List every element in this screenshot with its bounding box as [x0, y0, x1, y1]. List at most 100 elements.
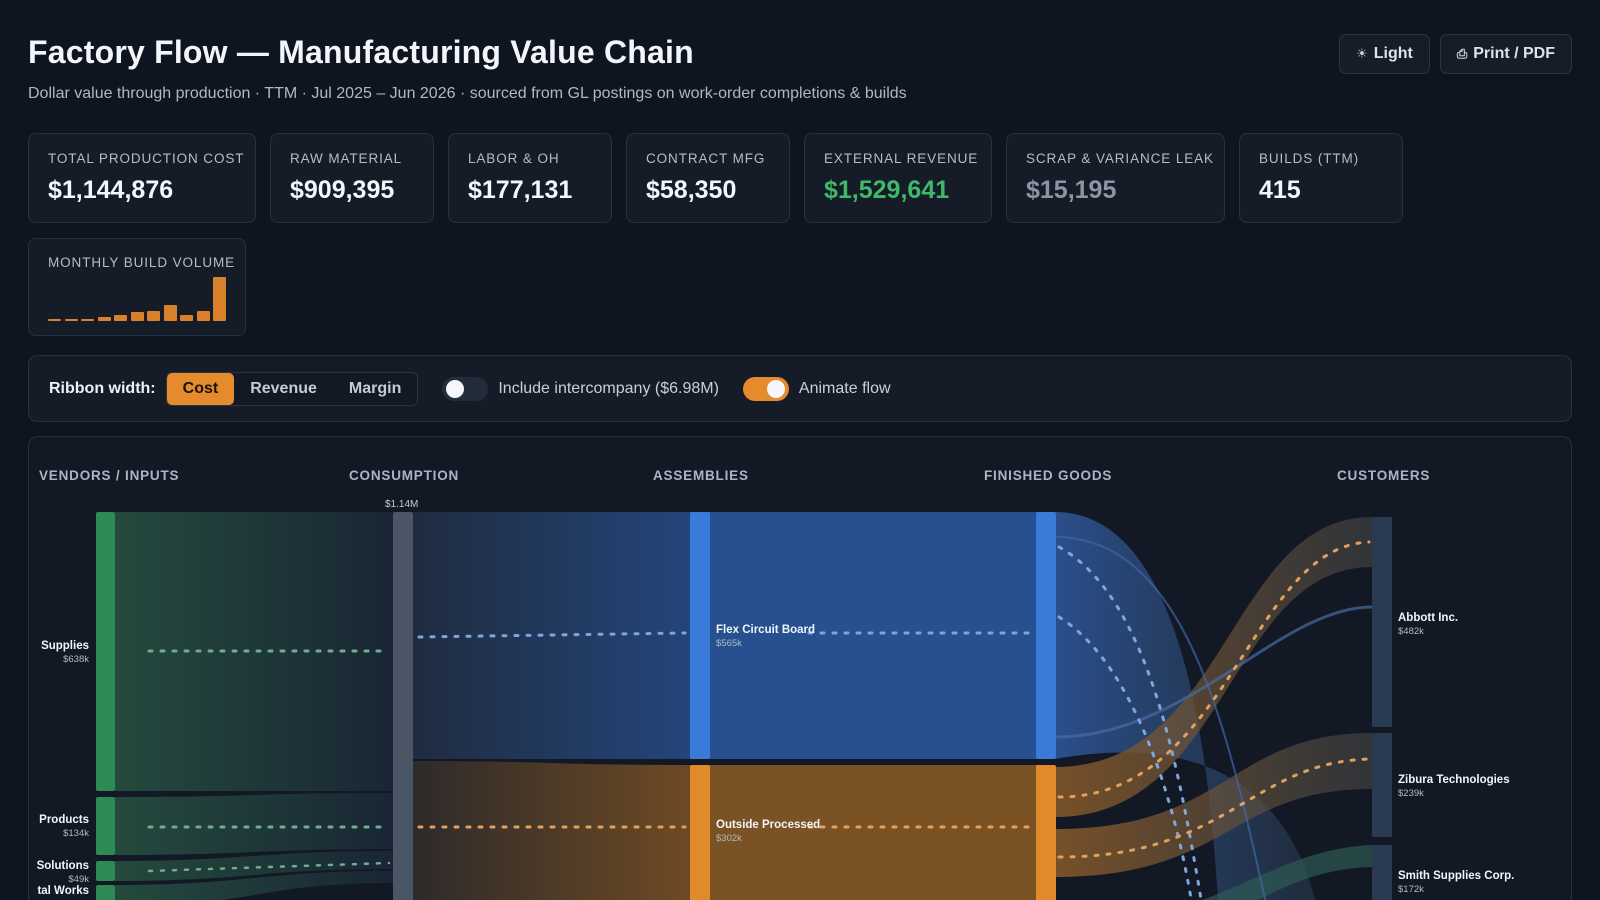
- sankey-diagram: VENDORS / INPUTS CONSUMPTION ASSEMBLIES …: [37, 468, 1514, 900]
- header-actions: ☀ Light ⎙ Print / PDF: [1339, 34, 1572, 74]
- sankey-panel: VENDORS / INPUTS CONSUMPTION ASSEMBLIES …: [28, 436, 1572, 900]
- sun-icon: ☀: [1356, 46, 1368, 61]
- ribbon-flex-circuit-to-fg[interactable]: [709, 512, 1037, 759]
- node-zibura[interactable]: [1372, 733, 1392, 837]
- page-title: Factory Flow — Manufacturing Value Chain: [28, 34, 694, 70]
- kpi-label: Scrap & Variance Leak: [1026, 151, 1214, 166]
- segment-revenue[interactable]: Revenue: [250, 379, 317, 397]
- ribbon-metal-works[interactable]: [115, 871, 393, 900]
- kpi-external-revenue: External Revenue $1,529,641: [804, 133, 992, 223]
- kpi-row: Total Production Cost $1,144,876 Raw Mat…: [28, 133, 1403, 223]
- ribbon-fg-to-abbott[interactable]: [1055, 517, 1372, 817]
- node-value: $565k: [716, 638, 742, 649]
- spark-bar: [180, 315, 193, 321]
- node-label: Products: [39, 814, 89, 826]
- node-label: Smith Supplies Corp.: [1398, 870, 1514, 882]
- node-label: Supplies: [41, 640, 89, 652]
- kpi-scrap-variance-leak: Scrap & Variance Leak $15,195: [1006, 133, 1225, 223]
- node-value: $302k: [716, 833, 742, 844]
- spark-bar: [147, 311, 160, 321]
- light-theme-button[interactable]: ☀ Light: [1339, 34, 1430, 74]
- node-metal-works[interactable]: [96, 885, 115, 900]
- ribbon-fg-to-zibura[interactable]: [1055, 733, 1372, 877]
- kpi-total-production-cost: Total Production Cost $1,144,876: [28, 133, 256, 223]
- kpi-labor-oh: Labor & OH $177,131: [448, 133, 612, 223]
- node-value: $638k: [63, 654, 89, 665]
- page-header: Factory Flow — Manufacturing Value Chain…: [28, 34, 1572, 103]
- consumption-total-label: $1.14M: [385, 499, 418, 510]
- flow-dots: [417, 631, 687, 639]
- node-value: $239k: [1398, 788, 1424, 799]
- kpi-label: External Revenue: [824, 151, 979, 166]
- ribbon-supplies[interactable]: [115, 512, 393, 791]
- node-solutions[interactable]: [96, 861, 115, 881]
- node-label: tal Works: [37, 885, 89, 897]
- printer-icon: ⎙: [1456, 46, 1468, 61]
- node-supplies[interactable]: [96, 512, 115, 791]
- ribbon-width-selector: Cost Revenue Margin: [165, 371, 419, 406]
- node-consumption[interactable]: [393, 512, 413, 900]
- node-smith[interactable]: [1372, 845, 1392, 900]
- ribbon-solutions[interactable]: [115, 851, 393, 881]
- node-abbott[interactable]: [1372, 517, 1392, 727]
- flow-dots: [1057, 615, 1193, 900]
- spark-bar: [130, 312, 144, 321]
- animate-flow-toggle[interactable]: [742, 376, 789, 401]
- flow-thread: [1054, 605, 1373, 739]
- kpi-value: $1,529,641: [824, 176, 950, 204]
- node-label: Zibura Technologies: [1398, 774, 1510, 786]
- kpi-value: $58,350: [646, 176, 737, 204]
- kpi-label: Builds (TTM): [1259, 151, 1360, 166]
- spark-bar: [213, 277, 226, 321]
- flow-dots: [1057, 757, 1371, 859]
- kpi-builds-ttm: Builds (TTM) 415: [1239, 133, 1403, 223]
- column-header: FINISHED GOODS: [984, 468, 1112, 483]
- animate-flow-label: Animate flow: [798, 379, 891, 397]
- node-label: Solutions: [37, 860, 89, 872]
- node-label: Flex Circuit Board: [716, 624, 815, 636]
- kpi-value: $177,131: [468, 176, 573, 204]
- kpi-contract-mfg: Contract Mfg $58,350: [626, 133, 790, 223]
- spark-bar: [97, 317, 111, 321]
- print-pdf-label: Print / PDF: [1473, 45, 1555, 62]
- kpi-value: $15,195: [1026, 176, 1117, 204]
- node-flex-circuit-board[interactable]: [690, 512, 710, 759]
- flow-dots: [1057, 540, 1371, 799]
- intercompany-label: Include intercompany ($6.98M): [498, 379, 719, 397]
- monthly-build-volume-card: Monthly Build Volume: [28, 238, 246, 336]
- intercompany-toggle[interactable]: [442, 376, 489, 401]
- column-header: VENDORS / INPUTS: [39, 468, 179, 483]
- ribbon-width-label: Ribbon width:: [49, 379, 156, 397]
- flow-dots: [147, 861, 391, 873]
- node-products[interactable]: [96, 797, 115, 855]
- flow-dots: [1057, 545, 1203, 900]
- print-pdf-button[interactable]: ⎙ Print / PDF: [1439, 34, 1572, 74]
- toggle-knob: [446, 379, 465, 398]
- ribbon-products[interactable]: [115, 793, 393, 855]
- node-label: Outside Processed: [716, 819, 820, 831]
- segment-cost[interactable]: Cost: [166, 372, 235, 405]
- node-value: $172k: [1398, 884, 1424, 895]
- kpi-label: Raw Material: [290, 151, 403, 166]
- node-value: $134k: [63, 828, 89, 839]
- node-value: $49k: [68, 874, 89, 885]
- spark-bar: [81, 319, 94, 321]
- kpi-value: $909,395: [290, 176, 395, 204]
- spark-bar: [48, 319, 61, 321]
- ribbon-to-smith[interactable]: [1129, 845, 1372, 900]
- segment-margin[interactable]: Margin: [348, 379, 402, 397]
- column-header: CUSTOMERS: [1337, 468, 1430, 483]
- node-outside-processed[interactable]: [690, 765, 710, 900]
- ribbon-to-outside-processed[interactable]: [413, 761, 691, 900]
- column-header: CONSUMPTION: [349, 468, 459, 483]
- kpi-label: Contract Mfg: [646, 151, 766, 166]
- node-value: $482k: [1398, 626, 1424, 637]
- spark-bar: [64, 319, 78, 321]
- node-fg-flex[interactable]: [1036, 512, 1056, 759]
- kpi-raw-material: Raw Material $909,395: [270, 133, 434, 223]
- ribbon-outside-processed-to-fg[interactable]: [709, 765, 1037, 900]
- toggle-knob: [766, 379, 785, 398]
- monthly-build-volume-sparkline: [48, 277, 226, 321]
- node-fg-outside[interactable]: [1036, 765, 1056, 900]
- page-subtitle: Dollar value through production · TTM · …: [28, 85, 907, 102]
